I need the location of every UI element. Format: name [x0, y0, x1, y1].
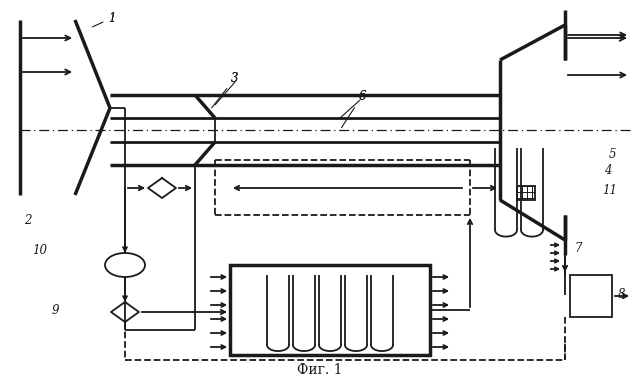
Text: 5: 5 [608, 149, 616, 162]
Text: 11: 11 [602, 184, 618, 197]
Bar [570, 275, 612, 317]
Text: 9: 9 [51, 304, 59, 317]
Text: 3: 3 [231, 72, 239, 85]
Text: Фиг. 1: Фиг. 1 [297, 363, 343, 377]
Bar [517, 186, 535, 200]
Text: 7: 7 [574, 242, 582, 255]
Text: 6: 6 [342, 90, 365, 128]
Bar [230, 265, 430, 355]
Text: 1: 1 [93, 11, 116, 27]
Text: 3: 3 [212, 72, 239, 108]
Text: 4: 4 [604, 163, 612, 176]
Text: 2: 2 [24, 213, 32, 226]
Text: 8: 8 [618, 288, 626, 301]
Text: 6: 6 [358, 90, 365, 102]
Text: 10: 10 [33, 243, 47, 256]
Text: 1: 1 [108, 11, 116, 24]
Ellipse shape [105, 253, 145, 277]
